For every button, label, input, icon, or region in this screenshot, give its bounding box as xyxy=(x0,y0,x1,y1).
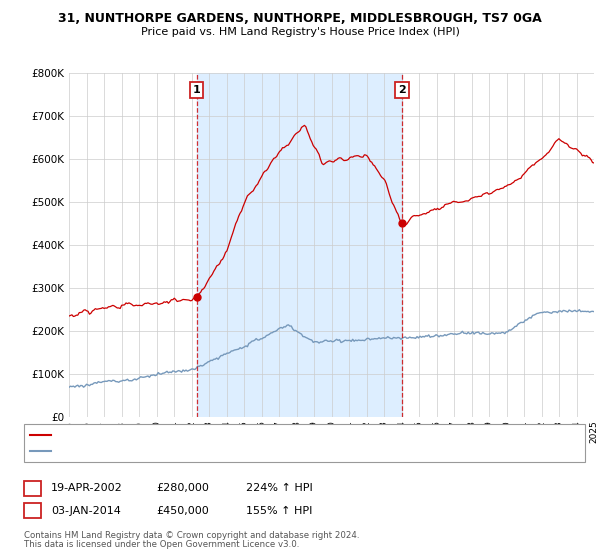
Text: Price paid vs. HM Land Registry's House Price Index (HPI): Price paid vs. HM Land Registry's House … xyxy=(140,27,460,37)
Text: 224% ↑ HPI: 224% ↑ HPI xyxy=(246,483,313,493)
Bar xyxy=(197,73,402,417)
Text: 1: 1 xyxy=(29,483,36,493)
Text: Contains HM Land Registry data © Crown copyright and database right 2024.: Contains HM Land Registry data © Crown c… xyxy=(24,531,359,540)
Text: HPI: Average price, detached house, Middlesbrough: HPI: Average price, detached house, Midd… xyxy=(57,447,303,456)
Text: 31, NUNTHORPE GARDENS, NUNTHORPE, MIDDLESBROUGH, TS7 0GA (detached house): 31, NUNTHORPE GARDENS, NUNTHORPE, MIDDLE… xyxy=(57,430,473,439)
Text: 19-APR-2002: 19-APR-2002 xyxy=(51,483,123,493)
Text: 31, NUNTHORPE GARDENS, NUNTHORPE, MIDDLESBROUGH, TS7 0GA: 31, NUNTHORPE GARDENS, NUNTHORPE, MIDDLE… xyxy=(58,12,542,25)
Text: 2: 2 xyxy=(398,85,406,95)
Text: 1: 1 xyxy=(193,85,200,95)
Text: 155% ↑ HPI: 155% ↑ HPI xyxy=(246,506,313,516)
Text: £280,000: £280,000 xyxy=(156,483,209,493)
Text: £450,000: £450,000 xyxy=(156,506,209,516)
Text: This data is licensed under the Open Government Licence v3.0.: This data is licensed under the Open Gov… xyxy=(24,540,299,549)
Text: 2: 2 xyxy=(29,506,36,516)
Text: 03-JAN-2014: 03-JAN-2014 xyxy=(51,506,121,516)
